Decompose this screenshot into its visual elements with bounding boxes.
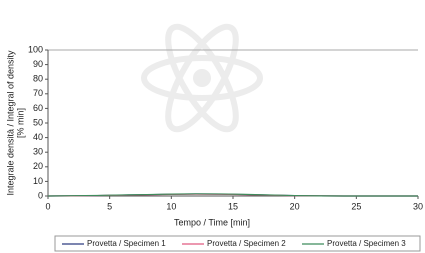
y-tick-label: 100 <box>28 44 43 54</box>
x-tick-label: 30 <box>413 201 423 211</box>
watermark <box>144 18 260 138</box>
y-tick-label: 40 <box>33 132 43 142</box>
legend-label: Provetta / Specimen 1 <box>87 239 166 248</box>
y-tick-label: 30 <box>33 147 43 157</box>
y-tick-label: 80 <box>33 74 43 84</box>
legend-label: Provetta / Specimen 2 <box>207 239 286 248</box>
x-tick-label: 10 <box>166 201 176 211</box>
y-tick-label: 60 <box>33 103 43 113</box>
y-tick-label: 20 <box>33 161 43 171</box>
legend-label: Provetta / Specimen 3 <box>327 239 406 248</box>
y-axis-label: [% min] <box>15 108 25 138</box>
y-tick-label: 90 <box>33 59 43 69</box>
x-tick-label: 20 <box>290 201 300 211</box>
y-tick-label: 10 <box>33 176 43 186</box>
y-axis-label: Integrale densità / Integral of density <box>5 50 15 196</box>
chart: Tempo / Time [min] Integrale densità / I… <box>0 0 425 253</box>
x-axis-label: Tempo / Time [min] <box>174 217 250 227</box>
x-tick-label: 5 <box>107 201 112 211</box>
y-tick-label: 50 <box>33 117 43 127</box>
x-tick-label: 25 <box>351 201 361 211</box>
x-tick-label: 15 <box>228 201 238 211</box>
x-tick-label: 0 <box>45 201 50 211</box>
y-tick-label: 0 <box>38 190 43 200</box>
y-tick-label: 70 <box>33 88 43 98</box>
